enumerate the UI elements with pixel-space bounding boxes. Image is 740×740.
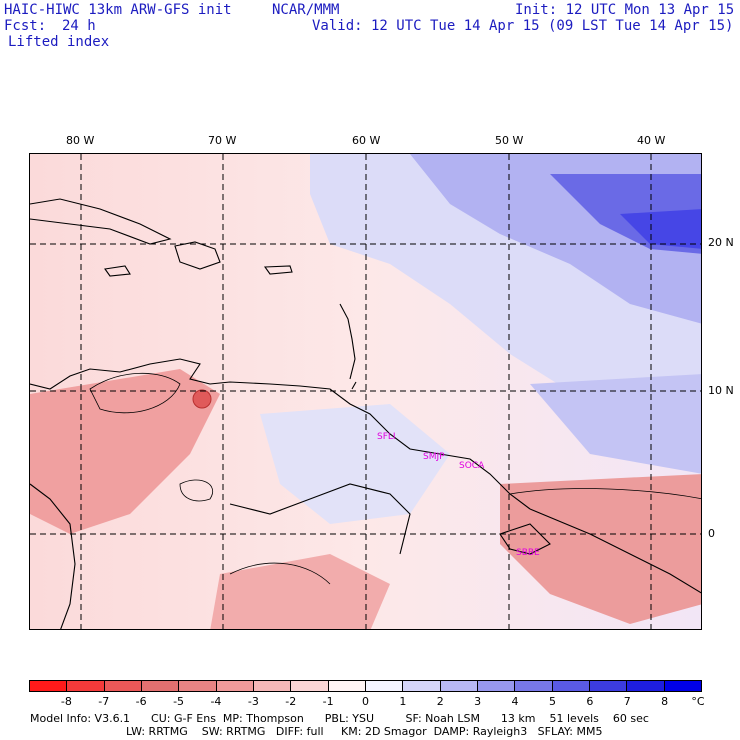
positive-region-east [530, 374, 701, 474]
negative-region-sw [30, 369, 220, 534]
colorbar-tick-label: 4 [511, 695, 519, 708]
colorbar-tick-label: -3 [247, 695, 259, 708]
colorbar-tick-label: -5 [173, 695, 185, 708]
colorbar-tick-label: -6 [135, 695, 147, 708]
lat-label: 0 [708, 527, 715, 540]
colorbar-segment [328, 681, 366, 691]
negative-max-lake [192, 389, 212, 409]
colorbar-segment [403, 681, 441, 691]
colorbar-segment [104, 681, 142, 691]
init-time: Init: 12 UTC Mon 13 Apr 15 [515, 2, 735, 18]
model-title: HAIC-HIWC 13km ARW-GFS init [4, 2, 232, 18]
colorbar-segment [67, 681, 105, 691]
colorbar-tick-label: 8 [661, 695, 669, 708]
lon-label: 80 W [66, 134, 95, 147]
colorbar-segment [365, 681, 404, 691]
colorbar-segment [291, 681, 329, 691]
fcst-label: Fcst: [4, 18, 47, 34]
colorbar-tick-label: -8 [60, 695, 72, 708]
lat-label: 10 N [708, 384, 734, 397]
colorbar-segment [179, 681, 217, 691]
fcst-value: 24 h [62, 18, 96, 34]
lon-label: 50 W [495, 134, 524, 147]
model-info-line1: Model Info: V3.6.1 CU: G-F Ens MP: Thomp… [30, 712, 649, 725]
colorbar-segment [440, 681, 478, 691]
negative-region-south [210, 554, 390, 629]
colorbar-segment [515, 681, 553, 691]
colorbar-segment [216, 681, 254, 691]
colorbar-segment [552, 681, 590, 691]
org-label: NCAR/MMM [272, 2, 340, 18]
colorbar-segment [253, 681, 292, 691]
station-label: SBBE [516, 548, 540, 558]
colorbar-tick-label: 7 [623, 695, 631, 708]
station-label: SFLI [377, 432, 396, 442]
colorbar-tick-label: -4 [210, 695, 222, 708]
colorbar-tick-label: 3 [474, 695, 482, 708]
colorbar-segment [589, 681, 628, 691]
colorbar-segment [664, 681, 701, 691]
colorbar [29, 680, 702, 692]
colorbar-tick-label: -7 [98, 695, 110, 708]
colorbar-segment [477, 681, 516, 691]
colorbar-tick-label: °C [691, 695, 705, 708]
colorbar-segment [141, 681, 180, 691]
station-label: SMJP [423, 452, 445, 462]
positive-region-central [260, 404, 450, 524]
station-label: SOCA [459, 461, 485, 471]
lon-label: 70 W [208, 134, 237, 147]
positive-region-ne-core [620, 209, 701, 249]
lon-label: 60 W [352, 134, 381, 147]
contours [89, 372, 701, 585]
colorbar-segment [30, 681, 68, 691]
colorbar-tick-label: 1 [399, 695, 407, 708]
field-name: Lifted index [8, 34, 110, 50]
map-canvas [30, 154, 701, 629]
colorbar-tick-label: 5 [548, 695, 556, 708]
colorbar-tick-label: 0 [362, 695, 369, 708]
lifted-index-map [29, 153, 702, 630]
colorbar-tick-label: -1 [322, 695, 334, 708]
colorbar-segment [627, 681, 665, 691]
coastlines [30, 198, 701, 629]
colorbar-tick-label: -2 [285, 695, 297, 708]
colorbar-tick-label: 2 [436, 695, 444, 708]
colorbar-tick-label: 6 [586, 695, 594, 708]
lon-label: 40 W [637, 134, 666, 147]
valid-time: Valid: 12 UTC Tue 14 Apr 15 (09 LST Tue … [312, 18, 734, 34]
lat-label: 20 N [708, 236, 734, 249]
model-info-line2: LW: RRTMG SW: RRTMG DIFF: full KM: 2D Sm… [126, 725, 603, 738]
